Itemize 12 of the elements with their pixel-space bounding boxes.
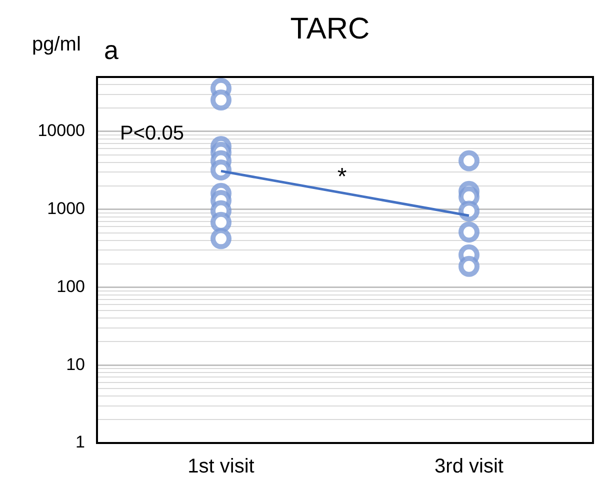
y-axis-title: pg/ml <box>32 34 81 56</box>
y-tick-label: 10 <box>66 354 85 374</box>
y-tick-label: 10000 <box>38 121 85 140</box>
annotation: P<0.05 <box>120 122 184 145</box>
x-tick-label: 1st visit <box>188 456 255 478</box>
x-tick-label: 3rd visit <box>434 456 504 478</box>
chart-title: TARC <box>290 12 370 46</box>
y-tick-label: 100 <box>56 276 85 296</box>
text: a <box>104 35 119 66</box>
y-tick-label: 1000 <box>47 199 85 218</box>
y-tick-label: 1 <box>76 432 85 452</box>
annotation: * <box>337 164 347 191</box>
